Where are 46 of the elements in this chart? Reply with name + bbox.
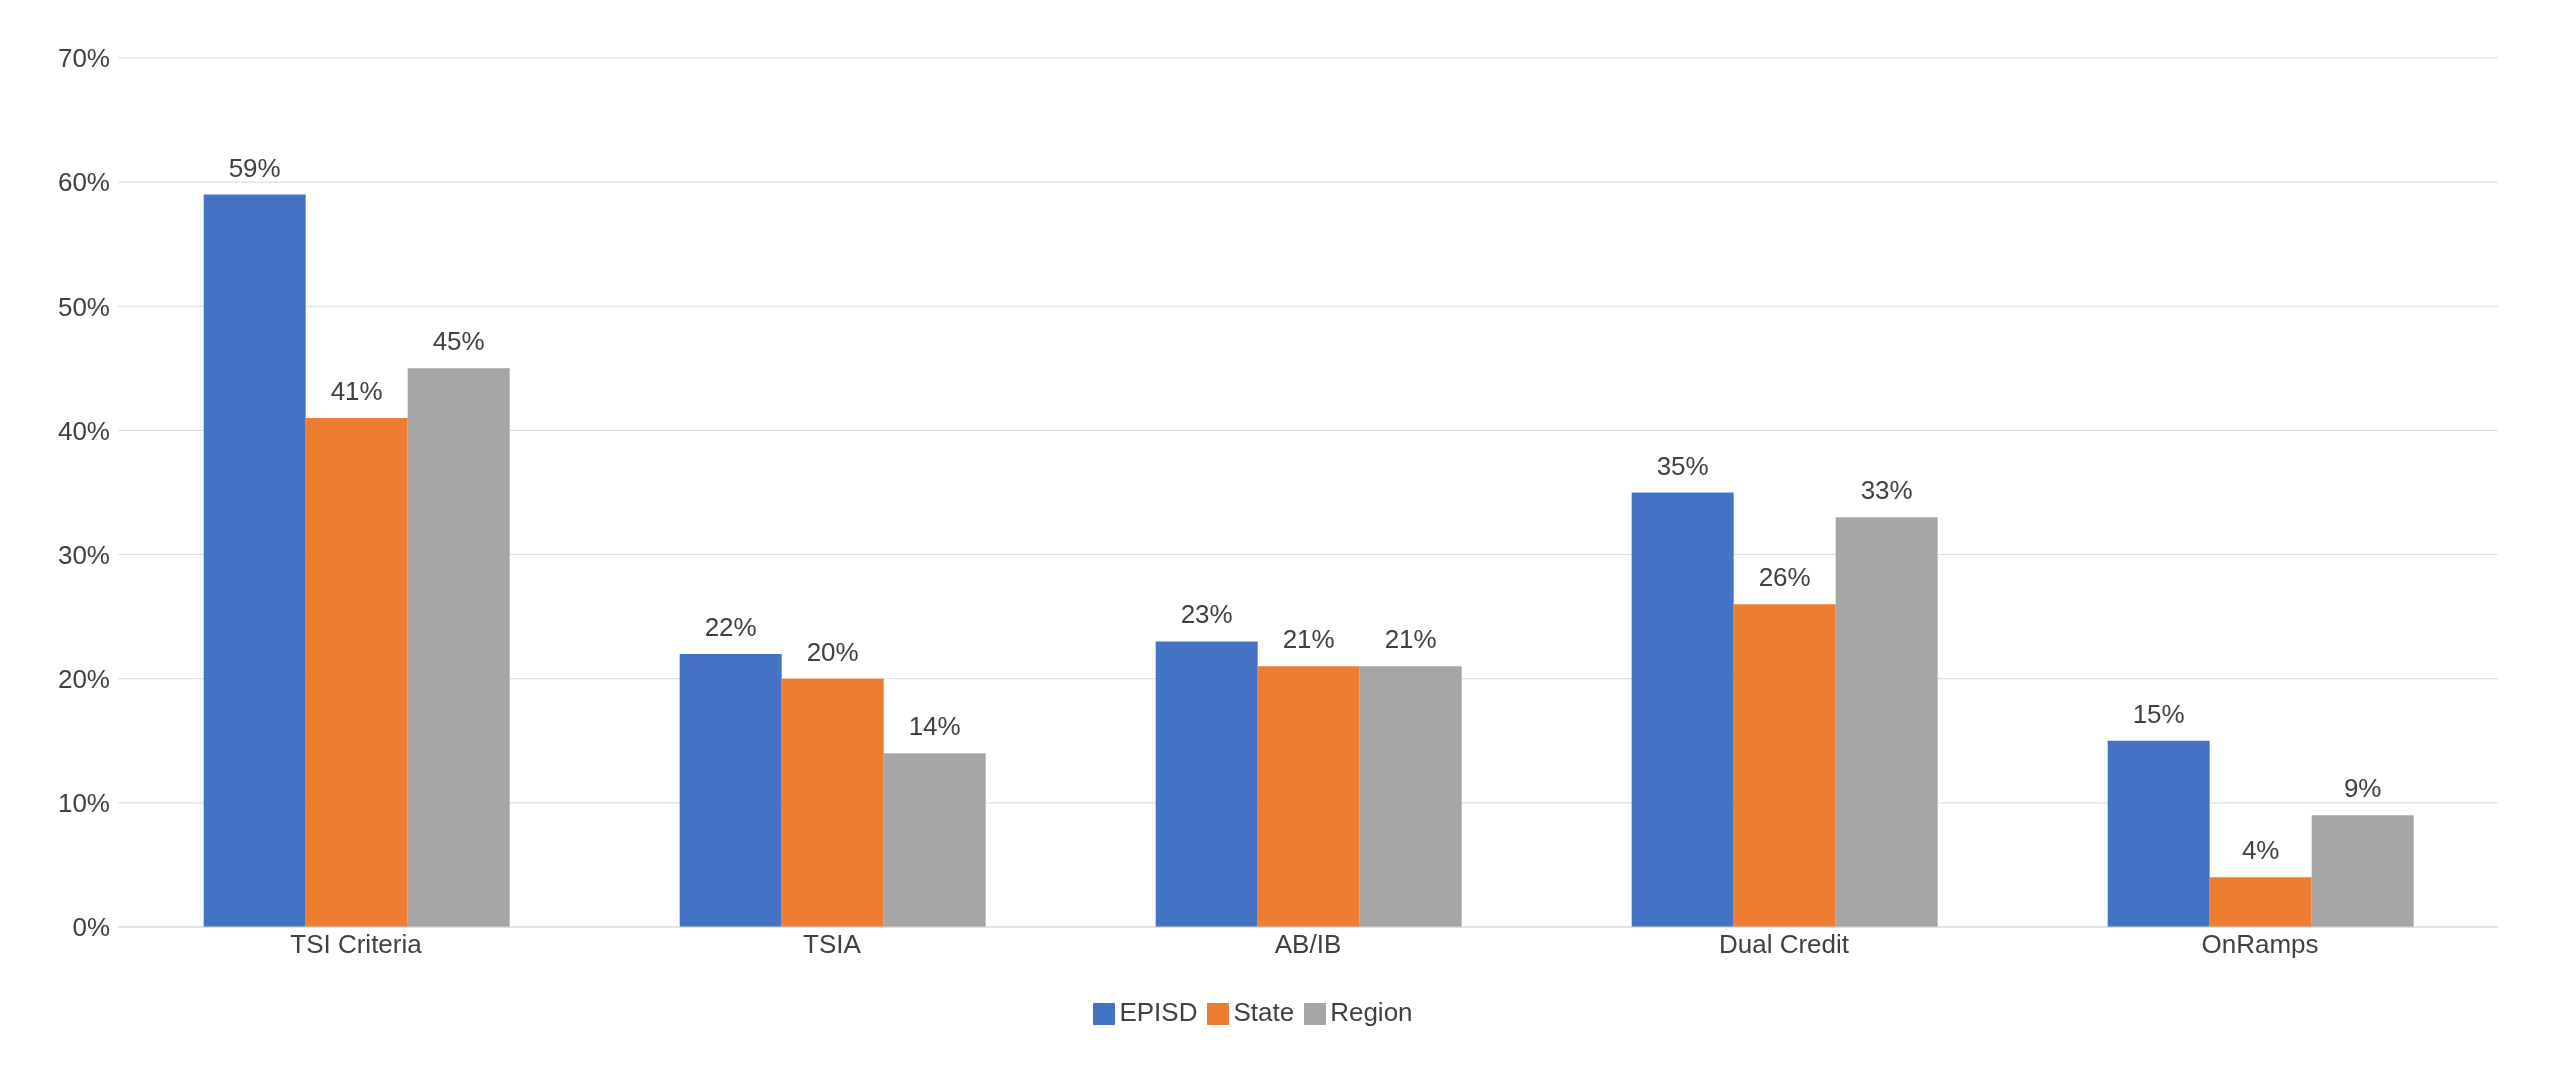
data-label: 45% [432,326,485,357]
bar [407,368,510,927]
y-tick-label: 10% [57,788,110,819]
data-label: 26% [1758,562,1811,593]
bar [1733,604,1836,927]
data-label: 41% [330,376,383,407]
x-tick-label: TSI Criteria [290,929,423,960]
data-label: 33% [1860,475,1913,506]
data-label: 35% [1656,450,1709,481]
x-tick-label: TSIA [803,929,862,960]
bar [2311,815,2414,927]
bar [1631,492,1734,927]
y-tick-label: 30% [57,539,110,570]
legend-label: Region [1330,997,1413,1027]
bar [203,194,306,927]
bar [883,753,986,927]
bar [1155,641,1258,927]
y-tick-label: 60% [57,167,110,198]
data-label: 15% [2132,698,2185,729]
x-tick-label: AB/IB [1274,929,1342,960]
legend-label: EPISD [1119,997,1198,1027]
x-tick-label: OnRamps [2201,929,2319,960]
data-label: 59% [228,152,281,183]
y-tick-label: 20% [57,663,110,694]
bar [1835,517,1938,927]
data-label: 22% [704,611,757,642]
bar [2209,877,2312,927]
bar [679,653,782,927]
y-tick-label: 70% [57,43,110,74]
legend-label: State [1233,997,1295,1027]
bar [1257,666,1360,927]
bar [781,678,884,927]
x-tick-label: Dual Credit [1718,929,1850,960]
data-label: 20% [806,636,859,667]
data-label: 21% [1282,624,1335,655]
y-tick-label: 0% [72,912,110,943]
data-label: 9% [2343,773,2382,804]
data-label: 21% [1384,624,1437,655]
data-label: 23% [1180,599,1233,630]
bar [1359,666,1462,927]
bar [305,418,408,927]
y-tick-label: 40% [57,415,110,446]
data-label: 14% [908,711,961,742]
bar [2107,740,2210,927]
y-tick-label: 50% [57,291,110,322]
data-label: 4% [2241,835,2280,866]
